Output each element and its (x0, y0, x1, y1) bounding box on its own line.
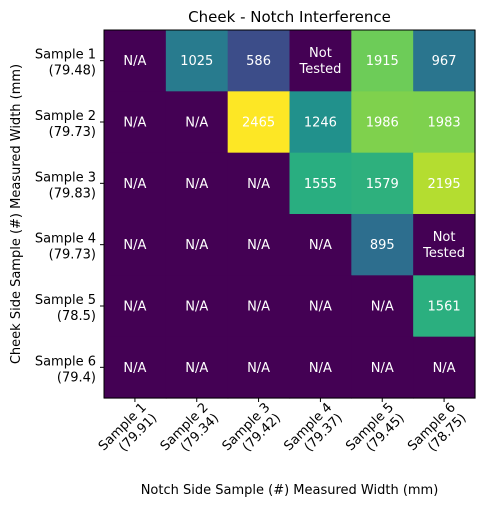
heatmap-cell-labels: N/A 1025 586 Not Tested 1915 967 N/A N/A 2465 1246… (123, 46, 465, 376)
cell-label-r5-c6: 1561 (428, 300, 461, 315)
y-tick-label: Sample 3 (79.83) (35, 170, 96, 201)
x-tick-label: Sample 6(78.75) (405, 400, 469, 464)
cell-label-r6-c4: N/A (309, 361, 332, 376)
heatmap-cell-r2-c4 (289, 91, 352, 154)
heatmap-cell-r5-c3 (227, 275, 291, 338)
cell-label-r2-c6: 1983 (428, 116, 461, 131)
cell-label-r2-c3: 2465 (242, 116, 275, 131)
cell-label-r4-c6: Not Tested (422, 230, 465, 261)
heatmap-cell-r1-c2 (165, 30, 229, 92)
heatmap-cell-r1-c1 (104, 30, 167, 92)
y-tick-label: Sample 2 (79.73) (35, 109, 96, 140)
heatmap-cell-r4-c3 (227, 214, 291, 276)
heatmap-cell-r3-c2 (165, 152, 229, 215)
cell-label-r5-c2: N/A (185, 300, 208, 315)
heatmap-cell-r6-c3 (227, 336, 291, 399)
cell-label-r4-c5: 895 (370, 238, 395, 253)
heatmap-cell-r2-c3 (227, 91, 291, 154)
heatmap-cell-r4-c2 (165, 214, 229, 276)
cell-label-r5-c1: N/A (123, 300, 146, 315)
cell-label-r1-c2: 1025 (180, 54, 213, 69)
cell-label-r4-c2: N/A (185, 238, 208, 253)
plot-frame (103, 29, 476, 399)
heatmap-cell-r2-c1 (104, 91, 167, 154)
x-tick-label: Sample 5(79.45) (343, 400, 407, 464)
cell-label-r1-c5: 1915 (366, 54, 399, 69)
heatmap-cell-r5-c6 (413, 275, 476, 338)
cell-label-r1-c3: 586 (246, 54, 271, 69)
heatmap-cell-r1-c4 (289, 30, 352, 92)
x-axis-label: Notch Side Sample (#) Measured Width (mm… (141, 483, 439, 498)
heatmap-cell-r1-c5 (351, 30, 414, 92)
cell-label-r5-c4: N/A (309, 300, 332, 315)
heatmap-cell-r6-c2 (165, 336, 229, 399)
x-axis-ticks: Sample 1(79.91)Sample 2(79.34)Sample 3(7… (96, 398, 470, 464)
heatmap-cell-r3-c1 (104, 152, 167, 215)
heatmap-cell-r6-c1 (104, 336, 167, 399)
cell-label-r4-c1: N/A (123, 238, 146, 253)
cell-label-r2-c4: 1246 (304, 116, 337, 131)
heatmap-cell-r5-c4 (289, 275, 352, 338)
cell-label-r6-c2: N/A (185, 361, 208, 376)
heatmap-cell-r6-c5 (351, 336, 414, 399)
heatmap-cell-r3-c4 (289, 152, 352, 215)
heatmap-cells (104, 30, 476, 399)
cell-label-r3-c3: N/A (247, 177, 270, 192)
cell-label-r6-c6: N/A (433, 361, 456, 376)
cell-label-r4-c4: N/A (309, 238, 332, 253)
heatmap-cell-r5-c2 (165, 275, 229, 338)
chart-title: Cheek - Notch Interference (188, 8, 391, 26)
heatmap-cell-r6-c4 (289, 336, 352, 399)
heatmap-cell-r1-c6 (413, 30, 476, 92)
heatmap-cell-r4-c4 (289, 214, 352, 276)
x-tick-label: Sample 1(79.91) (96, 400, 160, 464)
x-tick-label: Sample 3(79.42) (220, 400, 284, 464)
cell-label-r2-c2: N/A (185, 116, 208, 131)
heatmap-cell-r2-c5 (351, 91, 414, 154)
cell-label-r5-c5: N/A (371, 300, 394, 315)
cell-label-r2-c1: N/A (123, 116, 146, 131)
y-tick-label: Sample 6 (79.4) (35, 354, 96, 385)
y-axis-ticks: Sample 1 (79.48) Sample 2 (79.73) Sample 3 (7… (35, 48, 104, 385)
y-tick-label: Sample 1 (79.48) (35, 48, 96, 79)
heatmap-cell-r6-c6 (413, 336, 476, 399)
cell-label-r1-c1: N/A (123, 54, 146, 69)
heatmap-cell-r5-c5 (351, 275, 414, 338)
cell-label-r1-c4: Not Tested (298, 46, 341, 77)
heatmap-cell-r4-c6 (413, 214, 476, 276)
cell-label-r3-c4: 1555 (304, 177, 337, 192)
heatmap-cell-r4-c1 (104, 214, 167, 276)
cell-label-r1-c6: 967 (432, 54, 457, 69)
heatmap-cell-r3-c5 (351, 152, 414, 215)
heatmap-cell-r2-c6 (413, 91, 476, 154)
heatmap-cell-r3-c3 (227, 152, 291, 215)
y-tick-label: Sample 5 (78.5) (35, 293, 96, 324)
heatmap-cell-r4-c5 (351, 214, 414, 276)
heatmap-cell-r2-c2 (165, 91, 229, 154)
cell-label-r6-c3: N/A (247, 361, 270, 376)
x-tick-label: Sample 2(79.34) (158, 400, 222, 464)
heatmap-cell-r5-c1 (104, 275, 167, 338)
cell-label-r3-c2: N/A (185, 177, 208, 192)
heatmap-cell-r3-c6 (413, 152, 476, 215)
cell-label-r6-c5: N/A (371, 361, 394, 376)
cell-label-r2-c5: 1986 (366, 116, 399, 131)
cell-label-r6-c1: N/A (123, 361, 146, 376)
cell-label-r3-c6: 2195 (428, 177, 461, 192)
x-tick-label: Sample 4(79.37) (281, 400, 345, 464)
y-tick-label: Sample 4 (79.73) (35, 232, 96, 263)
cell-label-r5-c3: N/A (247, 300, 270, 315)
heatmap-cell-r1-c3 (227, 30, 291, 92)
cell-label-r3-c1: N/A (123, 177, 146, 192)
y-axis-label: Cheek Side Sample (#) Measured Width (mm… (9, 64, 24, 364)
cell-label-r4-c3: N/A (247, 238, 270, 253)
cell-label-r3-c5: 1579 (366, 177, 399, 192)
